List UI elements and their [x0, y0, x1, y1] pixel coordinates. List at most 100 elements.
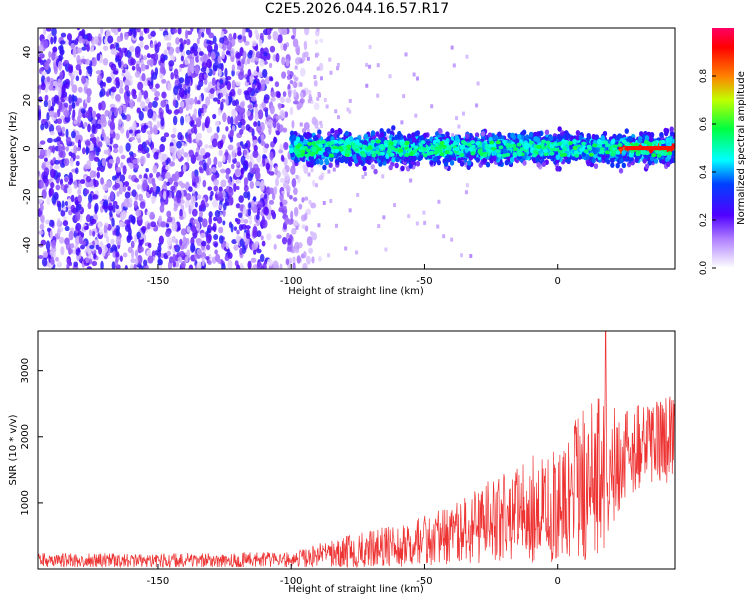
- spectrogram-cell: [200, 199, 206, 210]
- spectrogram-cell: [416, 76, 420, 81]
- spectrogram-cell: [154, 90, 160, 98]
- spectrogram-cell: [308, 247, 313, 254]
- spectrogram-cell: [58, 88, 62, 99]
- spectrogram-cell: [49, 131, 55, 136]
- spectrogram-cell: [104, 109, 110, 117]
- spectrogram-cell: [133, 263, 137, 269]
- spectrogram-cell: [132, 121, 137, 130]
- spectrogram-cell: [73, 120, 78, 125]
- spectrogram-cell: [264, 76, 270, 85]
- spectrogram-cell: [205, 96, 211, 106]
- spectrogram-cell: [78, 35, 83, 44]
- spectrogram-cell: [124, 191, 131, 199]
- spectrogram-cell: [114, 257, 119, 267]
- spectrogram-cell: [177, 132, 183, 141]
- spectrogram-cell: [259, 162, 263, 168]
- spectrogram-cell: [211, 138, 218, 148]
- spectrogram-cell: [206, 126, 213, 134]
- spectrogram-cell: [161, 78, 167, 84]
- spectrogram-cell: [245, 28, 250, 33]
- spectrogram-cell: [257, 109, 264, 120]
- spectrogram-cell: [232, 100, 237, 107]
- spectrogram-cell: [60, 32, 67, 38]
- spectrogram-cell: [191, 72, 197, 79]
- spectrogram-cell: [183, 152, 189, 158]
- spectrogram-cell: [49, 168, 56, 178]
- spectrogram-cell: [59, 40, 66, 45]
- spectrogram-cell: [163, 49, 168, 57]
- spectrogram-cell: [226, 80, 232, 91]
- spectrogram-cell: [44, 94, 49, 102]
- spectrogram-cell: [132, 159, 138, 164]
- spectrogram-cell: [101, 247, 106, 257]
- spectrogram-cell: [196, 261, 202, 269]
- spectrogram-cell: [41, 71, 47, 76]
- spectrogram-cell: [236, 161, 240, 167]
- spectrogram-cell: [75, 64, 81, 71]
- spectrogram-cell: [176, 149, 182, 159]
- spectrogram-cell: [86, 266, 92, 269]
- spectrogram-cell: [98, 246, 103, 255]
- spectrogram-cell: [130, 240, 135, 249]
- spectrogram-cell: [268, 199, 275, 205]
- spectrogram-cell: [314, 183, 318, 188]
- spectrogram-cell: [180, 260, 186, 269]
- spectrogram-cell: [65, 136, 72, 145]
- spectrogram-cell: [313, 102, 320, 111]
- spectrogram-cell: [184, 56, 189, 66]
- spectrogram-cell: [102, 45, 109, 51]
- spectrogram-cell: [137, 28, 141, 33]
- spectrogram-cell: [250, 96, 257, 102]
- spectrogram-cell: [61, 145, 66, 151]
- spectrogram-cell: [109, 120, 116, 131]
- spectrogram-cell: [49, 77, 55, 88]
- spectrogram-cell: [412, 72, 416, 77]
- spectrogram-cell: [178, 87, 185, 98]
- spectrogram-cell: [370, 130, 376, 136]
- spectrogram-cell: [57, 60, 63, 71]
- spectrogram-cell: [128, 151, 134, 156]
- spectrogram-cell: [304, 225, 309, 232]
- spectrogram-cell: [70, 79, 74, 87]
- spectrogram-cell: [80, 179, 86, 184]
- spectrogram-cell: [172, 127, 177, 134]
- spectrogram-cell: [71, 101, 76, 110]
- spectrogram-cell: [182, 164, 187, 173]
- spectrogram-cell: [221, 50, 225, 60]
- spectrogram-cell: [249, 180, 254, 189]
- spectrogram-cell: [212, 35, 217, 45]
- spectrogram-cell: [242, 50, 247, 60]
- spectrogram-cell: [293, 89, 297, 98]
- spectrogram-cell: [244, 40, 250, 46]
- spectrogram-cell: [292, 262, 296, 269]
- spectrogram-cell: [205, 256, 210, 261]
- spectrogram-cell: [461, 111, 465, 116]
- spectrogram-cell: [119, 87, 124, 94]
- spectrogram-cell: [224, 201, 230, 206]
- spectrogram-cell: [301, 224, 306, 229]
- spectrogram-cell: [381, 174, 385, 179]
- spectrogram-cell: [278, 149, 284, 154]
- spectrogram-cell: [93, 36, 99, 45]
- spectrogram-cell: [166, 181, 170, 186]
- spectrogram-cell: [172, 151, 176, 162]
- spectrogram-cell: [225, 167, 231, 175]
- spectrogram-cell: [179, 250, 185, 257]
- spectrogram-cell: [65, 128, 69, 139]
- spectrogram-cell: [68, 94, 73, 104]
- spectrogram-cell: [252, 70, 258, 76]
- spectrogram-cell: [173, 68, 179, 78]
- spectrogram-cell: [90, 218, 97, 225]
- spectrogram-cell: [236, 229, 240, 235]
- spectrogram-cell: [135, 63, 140, 71]
- spectrogram-cell: [56, 124, 62, 133]
- spectrogram-cell: [213, 185, 219, 192]
- spectrogram-cell: [53, 35, 57, 44]
- spectrogram-cell: [202, 154, 208, 160]
- spectrogram-cell: [631, 137, 636, 143]
- spectrogram-cell: [120, 162, 124, 169]
- spectrogram-cell: [188, 132, 192, 140]
- spectrogram-cell: [293, 81, 298, 89]
- spectrogram-cell: [125, 142, 131, 152]
